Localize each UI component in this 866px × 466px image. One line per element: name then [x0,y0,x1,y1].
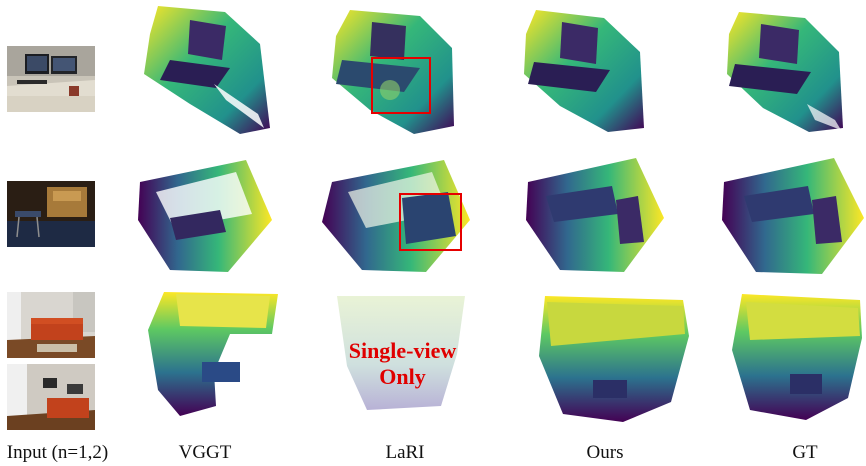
gt-cloud-row3 [726,294,866,422]
overlay-line2: Only [379,364,426,389]
lari-cloud-row1 [320,6,470,140]
vggt-cloud-row1 [130,4,280,144]
highlight-box-row1 [371,57,431,114]
lari-cloud-row2 [318,158,480,278]
ours-cloud-row2 [520,156,670,278]
column-label-input: Input (n=1,2) [6,442,109,463]
gt-cloud-row2 [716,156,866,280]
column-label-ours: Ours [586,442,624,463]
ours-cloud-row3 [533,296,695,424]
column-label-lari: LaRI [385,442,425,463]
input-thumb-dark-room [7,181,95,247]
column-label-gt: GT [792,442,818,463]
overlay-line1: Single-view [348,338,457,363]
single-view-only-label: Single-view Only [340,338,465,390]
highlight-box-row2 [399,193,462,251]
vggt-cloud-row2 [130,158,280,278]
column-label-vggt: VGGT [178,442,232,463]
lari-cloud-row3 [337,296,467,412]
gt-cloud-row1 [715,8,865,138]
input-thumb-living-room-1 [7,292,95,358]
input-thumb-living-room-2 [7,364,95,430]
vggt-cloud-row3 [140,290,280,418]
input-thumb-office [7,46,95,112]
ours-cloud-row1 [512,6,662,136]
